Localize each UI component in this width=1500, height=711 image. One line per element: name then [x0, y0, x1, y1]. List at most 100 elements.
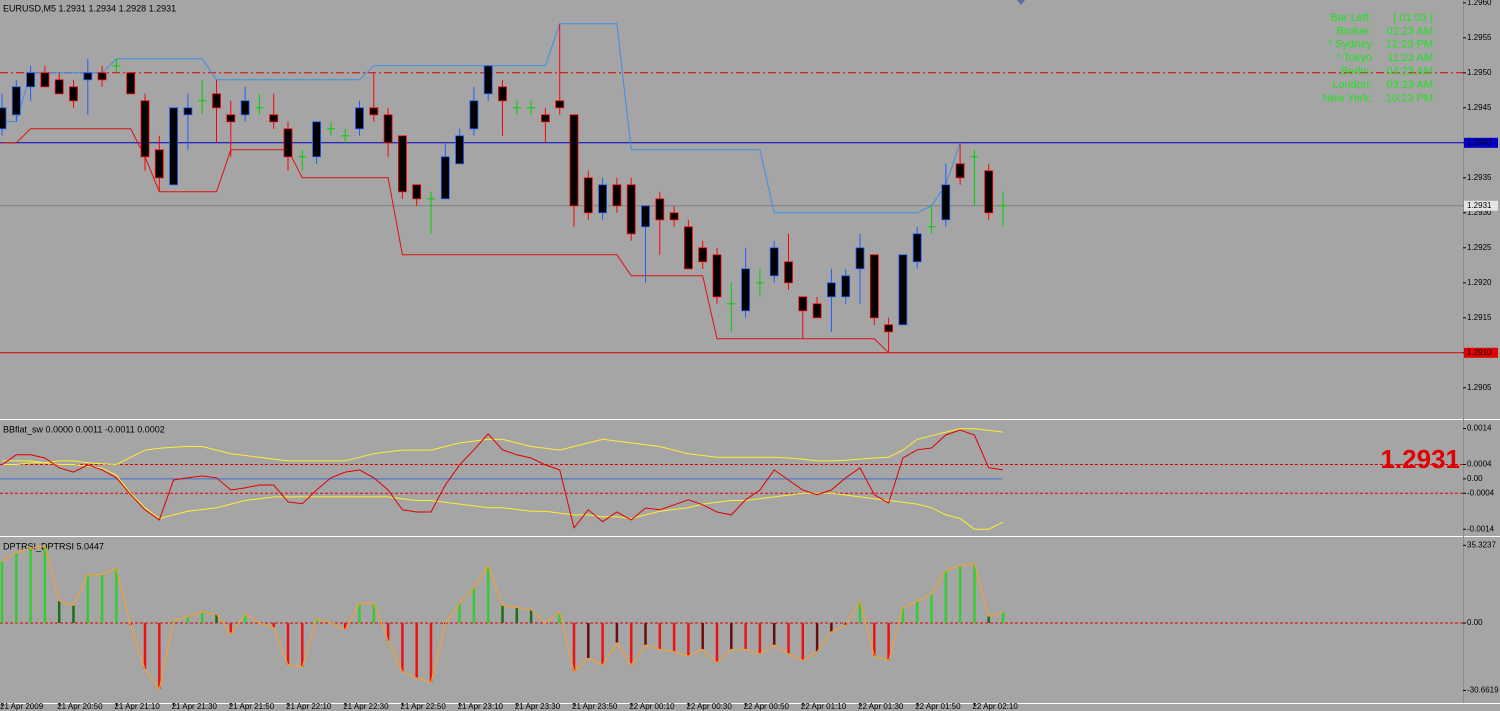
- price-level-box: [1464, 137, 1498, 148]
- channel-line: [2, 23, 961, 214]
- y-tick-label: -0.0004: [1467, 488, 1495, 497]
- x-tick-label: 22 Apr 01:50: [915, 702, 961, 711]
- x-tick-label: 22 Apr 00:50: [744, 702, 790, 711]
- clock-label: London:: [1332, 79, 1372, 91]
- panel-title: BBflat_sw 0.0000 0.0011 -0.0011 0.0002: [3, 424, 165, 434]
- candle-body: [355, 107, 364, 130]
- candle-body: [212, 93, 221, 109]
- clock-time: 12:23 PM: [1386, 39, 1433, 51]
- candle-body: [827, 282, 836, 298]
- candle-body: [583, 177, 593, 214]
- clock-label: Bar Left:: [1330, 12, 1372, 24]
- candle-body: [626, 184, 636, 235]
- clock-time: 03:23 AM: [1387, 79, 1433, 91]
- y-tick-label: 35.3237: [1467, 540, 1496, 549]
- clock-label: * Tokyo: [1336, 52, 1372, 64]
- candle-body: [784, 261, 793, 284]
- x-tick-label: 21 Apr 23:30: [515, 702, 561, 711]
- candle-body: [712, 254, 722, 298]
- candle-body: [440, 156, 450, 200]
- candle-body: [598, 184, 607, 214]
- candle-body: [397, 135, 407, 193]
- x-tick-label: 21 Apr 21:30: [172, 702, 218, 711]
- clock-label: Broker:: [1337, 25, 1372, 37]
- candle-body: [769, 247, 779, 277]
- price-annotation: 1.2931: [1380, 444, 1460, 474]
- candle-body: [126, 72, 136, 95]
- x-tick-label: 21 Apr 22:50: [400, 702, 446, 711]
- candle-body: [984, 170, 994, 214]
- candle-body: [669, 212, 679, 221]
- y-tick-label: 1.2930: [1467, 208, 1492, 217]
- y-tick-label: -30.6619: [1467, 686, 1499, 695]
- candle-body: [798, 296, 808, 312]
- candle-body: [0, 107, 7, 130]
- x-tick-label: 21 Apr 23:50: [572, 702, 618, 711]
- candle-body: [741, 268, 750, 312]
- candle-body: [455, 135, 465, 165]
- clock-time: 04:23 AM: [1387, 66, 1433, 78]
- price-level-label: 1.2940: [1467, 138, 1492, 147]
- x-tick-label: 21 Apr 2009: [0, 702, 44, 711]
- candle-body: [955, 163, 965, 179]
- candle-body: [383, 114, 393, 144]
- price-level-box: [1464, 200, 1498, 211]
- x-tick-label: 22 Apr 02:10: [972, 702, 1018, 711]
- clock-time: 10:23 PM: [1386, 92, 1433, 104]
- y-tick-label: 1.2955: [1467, 33, 1492, 42]
- x-tick-label: 22 Apr 01:10: [801, 702, 847, 711]
- candle-body: [483, 65, 493, 95]
- candle-body: [684, 226, 693, 270]
- candle-body: [641, 205, 650, 228]
- candle-body: [555, 100, 565, 109]
- candle-body: [240, 100, 250, 116]
- x-tick-label: 21 Apr 22:10: [286, 702, 332, 711]
- clock-time: 11:23 AM: [1387, 52, 1433, 64]
- indicator-line: [2, 460, 1004, 530]
- indicator-line: [2, 428, 1004, 466]
- indicator-line: [1, 429, 1004, 529]
- clock-time: 02:23 AM: [1387, 25, 1433, 37]
- candle-body: [69, 86, 78, 102]
- candle-body: [11, 86, 21, 116]
- candle-body: [898, 254, 908, 326]
- candle-body: [40, 72, 50, 88]
- x-tick-label: 21 Apr 23:10: [458, 702, 504, 711]
- candle-body: [912, 233, 922, 263]
- candle-body: [541, 114, 550, 123]
- y-tick-label: -0.0014: [1467, 524, 1495, 533]
- histogram-line: [1, 545, 1004, 691]
- y-tick-label: 1.2925: [1467, 243, 1492, 252]
- clock-label: Berlin:: [1341, 66, 1372, 78]
- panel-title: EURUSD,M5 1.2931 1.2934 1.2928 1.2931: [3, 3, 176, 13]
- panel-title: DPTRSI_DPTRSI 5.0447: [3, 541, 104, 551]
- price-level-label: 1.2910: [1467, 348, 1492, 357]
- candle-body: [412, 184, 422, 200]
- x-tick-label: 21 Apr 21:10: [114, 702, 160, 711]
- shift-marker: [1017, 0, 1025, 5]
- candle-body: [655, 198, 665, 221]
- y-tick-label: 1.2935: [1467, 173, 1492, 182]
- y-tick-label: 1.2905: [1467, 383, 1492, 392]
- candle-body: [869, 254, 879, 319]
- candle-body: [369, 107, 379, 116]
- candle-body: [569, 114, 579, 207]
- candle-body: [183, 107, 193, 116]
- candle-body: [469, 100, 479, 130]
- y-tick-label: 0.00: [1467, 618, 1483, 627]
- clock-label: New York:: [1322, 92, 1372, 104]
- candle-body: [612, 184, 622, 207]
- y-tick-label: 0.0014: [1467, 424, 1492, 433]
- y-tick-label: 1.2960: [1467, 0, 1492, 7]
- candle-body: [226, 114, 236, 123]
- candle-body: [941, 184, 951, 221]
- channel-line: [2, 128, 889, 354]
- candle-body: [312, 121, 322, 158]
- clock-label: * Sydney: [1328, 39, 1373, 51]
- candle-body: [83, 72, 93, 81]
- y-tick-label: 0.0004: [1467, 460, 1492, 469]
- price-level-box: [1464, 347, 1498, 358]
- candle-body: [54, 79, 64, 95]
